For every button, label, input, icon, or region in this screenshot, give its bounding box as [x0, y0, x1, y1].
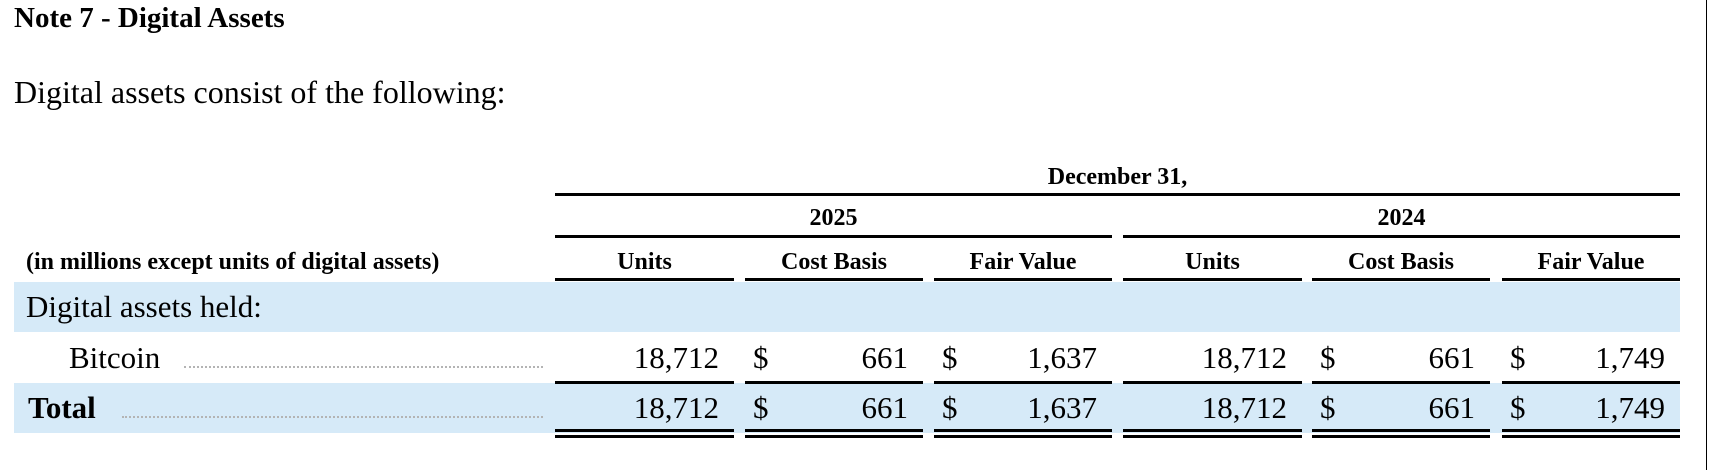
year-rule-2024	[1123, 235, 1680, 238]
column-header-cost-basis-2024: Cost Basis	[1347, 249, 1455, 275]
subtotal-rule	[745, 381, 923, 384]
cell-cost-basis-2025: 661	[861, 340, 909, 375]
subtotal-rule	[1502, 381, 1680, 384]
year-header-2025: 2025	[809, 205, 858, 231]
column-rule	[745, 278, 923, 281]
column-header-fair-value-2024: Fair Value	[1537, 249, 1645, 275]
cell-cost-basis-2024: 661	[1428, 340, 1476, 375]
column-rule	[1123, 278, 1302, 281]
currency-symbol: $	[1320, 390, 1336, 425]
section-label: Digital assets held:	[26, 289, 262, 324]
currency-symbol: $	[1320, 340, 1336, 375]
currency-symbol: $	[942, 390, 958, 425]
total-double-rule	[555, 429, 734, 438]
note-heading: Note 7 - Digital Assets	[14, 2, 285, 34]
cell-cost-basis-2025: 661	[861, 390, 909, 425]
cell-units-2025: 18,712	[633, 340, 719, 375]
column-rule	[1502, 278, 1680, 281]
cell-fair-value-2024: 1,749	[1595, 340, 1665, 375]
row-label-total: Total	[28, 390, 96, 425]
cell-fair-value-2025: 1,637	[1027, 390, 1097, 425]
section-row-band	[14, 282, 1680, 332]
unit-label: (in millions except units of digital ass…	[26, 249, 440, 275]
total-double-rule	[1312, 429, 1490, 438]
period-header: December 31,	[1047, 164, 1188, 190]
total-double-rule	[1123, 429, 1302, 438]
cell-units-2024: 18,712	[1201, 340, 1287, 375]
cell-units-2024: 18,712	[1201, 390, 1287, 425]
cell-fair-value-2024: 1,749	[1595, 390, 1665, 425]
column-rule	[1312, 278, 1490, 281]
column-header-cost-basis-2025: Cost Basis	[780, 249, 888, 275]
subtotal-rule	[555, 381, 734, 384]
subtotal-rule	[1312, 381, 1490, 384]
dot-leader	[122, 416, 543, 418]
subtotal-rule	[1123, 381, 1302, 384]
column-header-units-2025: Units	[617, 249, 672, 275]
year-header-2024: 2024	[1377, 205, 1426, 231]
column-header-units-2024: Units	[1185, 249, 1240, 275]
cell-fair-value-2025: 1,637	[1027, 340, 1097, 375]
currency-symbol: $	[753, 390, 769, 425]
currency-symbol: $	[1510, 390, 1526, 425]
intro-text: Digital assets consist of the following:	[14, 74, 506, 110]
period-header-rule	[555, 193, 1680, 196]
column-rule	[555, 278, 734, 281]
year-rule-2025	[555, 235, 1112, 238]
column-rule	[934, 278, 1112, 281]
column-header-fair-value-2025: Fair Value	[969, 249, 1077, 275]
currency-symbol: $	[942, 340, 958, 375]
total-double-rule	[934, 429, 1112, 438]
cell-cost-basis-2024: 661	[1428, 390, 1476, 425]
currency-symbol: $	[1510, 340, 1526, 375]
currency-symbol: $	[753, 340, 769, 375]
dot-leader	[184, 366, 543, 368]
total-row-band	[14, 383, 1680, 433]
total-double-rule	[745, 429, 923, 438]
subtotal-rule	[934, 381, 1112, 384]
cell-units-2025: 18,712	[633, 390, 719, 425]
row-label-bitcoin: Bitcoin	[69, 340, 161, 375]
page-edge-rule	[1706, 0, 1707, 470]
total-double-rule	[1502, 429, 1680, 438]
